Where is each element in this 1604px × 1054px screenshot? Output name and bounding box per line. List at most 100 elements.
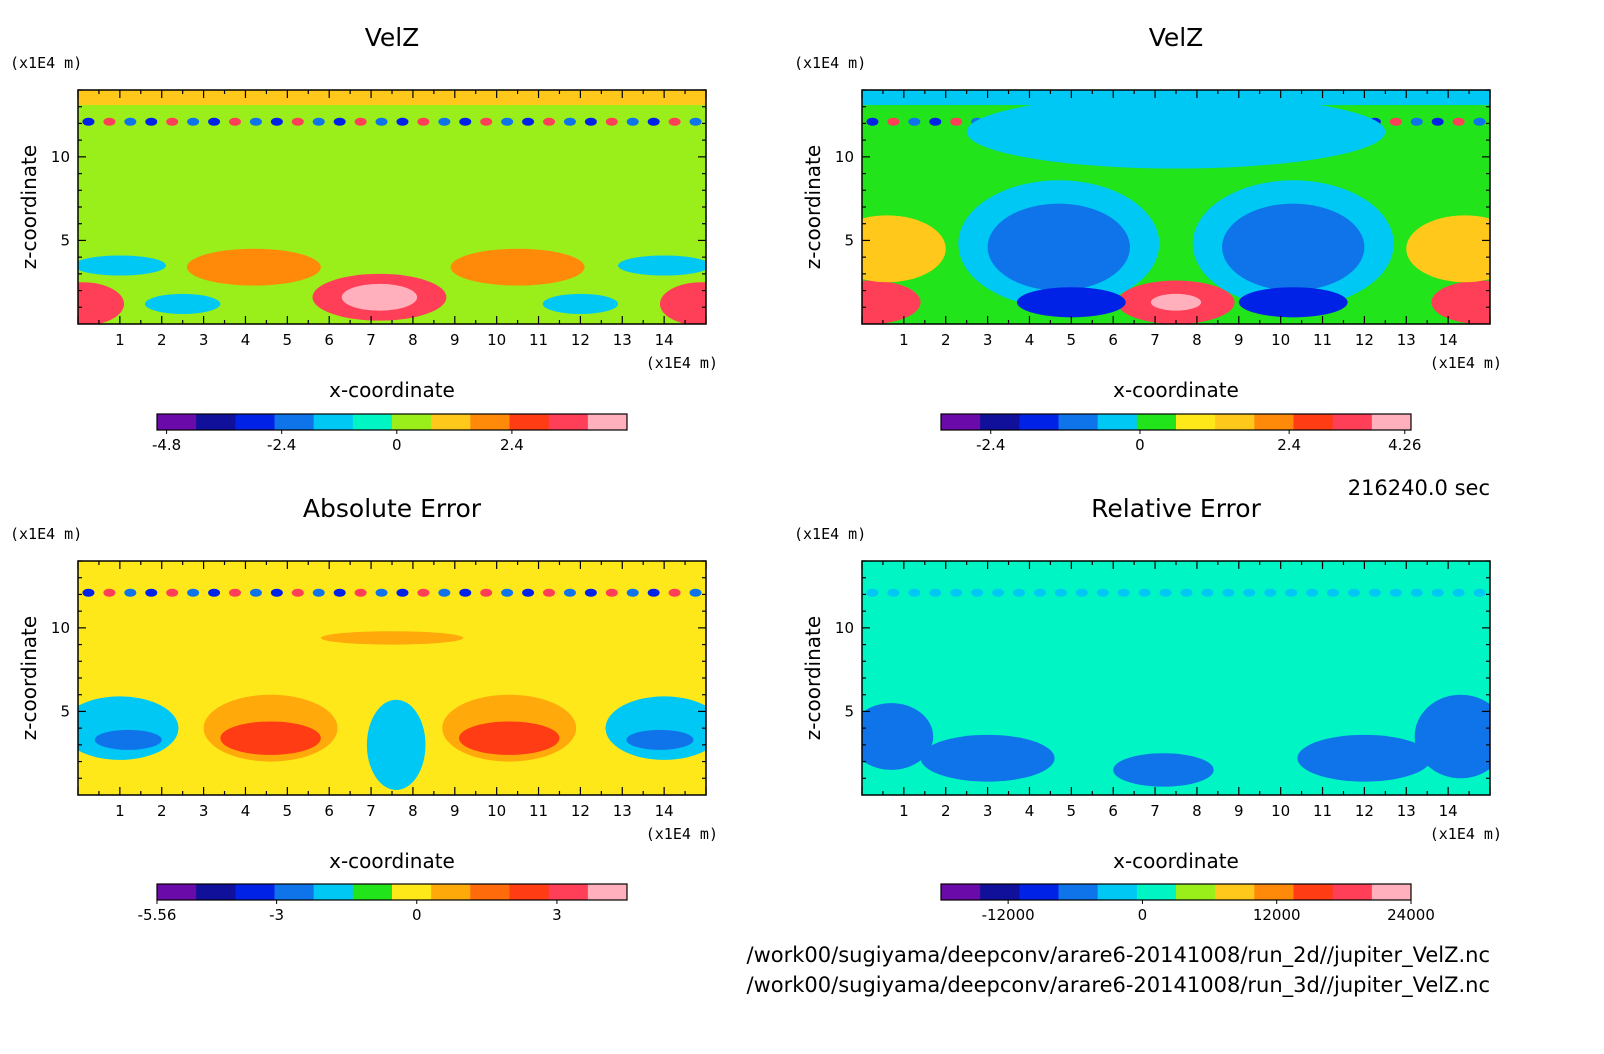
colorbar-swatch: [980, 884, 1020, 900]
colorbar-swatch: [1332, 884, 1373, 900]
field-contour: [1222, 203, 1365, 291]
x-tick-label: 9: [450, 802, 460, 820]
x-tick-label: 6: [1108, 802, 1118, 820]
colorbar-swatch: [1254, 414, 1294, 430]
field-contour: [1414, 694, 1490, 779]
colorbar-swatch: [431, 414, 471, 430]
y-axis-label: z-coordinate: [17, 145, 41, 269]
vortex-mark: [333, 588, 346, 597]
colorbar-label: 0: [412, 906, 422, 924]
x-tick-label: 11: [1313, 331, 1332, 349]
x-tick-label: 13: [1397, 802, 1416, 820]
vortex-mark: [375, 117, 388, 126]
colorbar-swatch: [1058, 884, 1099, 900]
colorbar-swatch: [431, 884, 471, 900]
colorbar-label: 0: [1135, 436, 1145, 454]
colorbar-swatch: [392, 884, 432, 900]
x-tick-label: 3: [199, 331, 209, 349]
vortex-mark: [563, 588, 576, 597]
field-contour: [920, 734, 1055, 782]
field-contour: [987, 203, 1130, 291]
colorbar-swatch: [274, 884, 315, 900]
colorbar-swatch: [548, 884, 589, 900]
panel-title: Absolute Error: [303, 494, 482, 523]
vortex-mark: [1159, 588, 1172, 597]
x-tick-label: 8: [408, 802, 418, 820]
field-2: [862, 90, 1490, 324]
vortex-mark: [647, 588, 660, 597]
field-contour: [862, 215, 946, 283]
y-tick-label: 5: [844, 231, 854, 249]
colorbar-swatch: [509, 884, 550, 900]
x-tick-label: 5: [1067, 802, 1077, 820]
vortex-mark: [82, 117, 95, 126]
vortex-mark: [1201, 588, 1214, 597]
x-tick-label: 12: [1355, 802, 1374, 820]
field-contour: [1113, 753, 1214, 787]
vortex-mark: [1264, 588, 1277, 597]
colorbar-swatch: [470, 884, 510, 900]
colorbar-label: 4.26: [1388, 436, 1421, 454]
vortex-mark: [1452, 588, 1465, 597]
x-tick-label: 6: [324, 802, 334, 820]
colorbar-swatch: [1293, 414, 1334, 430]
y-unit-label: (x1E4 m): [794, 54, 866, 72]
field-4: [862, 561, 1490, 795]
x-tick-label: 12: [571, 331, 590, 349]
x-tick-label: 5: [283, 331, 293, 349]
vortex-mark: [291, 588, 304, 597]
x-tick-label: 13: [1397, 331, 1416, 349]
field-contour: [94, 729, 162, 750]
field-contour: [450, 248, 585, 286]
vortex-mark: [1117, 588, 1130, 597]
upper-band: [78, 561, 706, 577]
x-tick-label: 11: [529, 802, 548, 820]
vortex-mark: [396, 588, 409, 597]
x-unit-label: (x1E4 m): [1430, 354, 1502, 372]
vortex-mark: [1452, 117, 1465, 126]
field-contour: [144, 293, 221, 314]
colorbar-swatch: [1371, 414, 1412, 430]
field-contour: [1150, 293, 1202, 311]
vortex-mark: [187, 117, 200, 126]
vortex-mark: [354, 117, 367, 126]
x-tick-label: 8: [1192, 331, 1202, 349]
vortex-mark: [1347, 588, 1360, 597]
field-contour: [1016, 287, 1126, 318]
vortex-mark: [249, 117, 262, 126]
vortex-mark: [522, 588, 535, 597]
y-axis-label: z-coordinate: [801, 145, 825, 269]
x-axis-label: x-coordinate: [329, 849, 455, 873]
vortex-mark: [1054, 588, 1067, 597]
vortex-mark: [543, 588, 555, 597]
x-tick-label: 14: [655, 802, 674, 820]
colorbar-swatch: [587, 414, 628, 430]
x-tick-label: 13: [613, 802, 632, 820]
colorbar-frame: [156, 413, 628, 431]
vortex-mark: [103, 588, 116, 597]
x-tick-label: 2: [157, 331, 167, 349]
vortex-mark: [992, 588, 1005, 597]
colorbar-swatch: [509, 414, 550, 430]
panel-2: VelZ (x1E4 m) (x1E4 m) x-coordinate z-coordi…: [794, 23, 1502, 454]
vortex-mark: [1306, 588, 1319, 597]
colorbar-label: -4.8: [152, 436, 181, 454]
colorbar-frame: [940, 883, 1412, 901]
vortex-mark: [543, 117, 555, 126]
upper-band: [862, 561, 1490, 577]
x-tick-label: 8: [1192, 802, 1202, 820]
x-tick-label: 7: [1150, 802, 1160, 820]
x-axis-label: x-coordinate: [329, 378, 455, 402]
y-unit-label: (x1E4 m): [794, 525, 866, 543]
field-1: [78, 90, 706, 324]
field-contour: [78, 255, 166, 276]
y-axis-label: z-coordinate: [801, 616, 825, 740]
file-path-2: /work00/sugiyama/deepconv/arare6-2014100…: [747, 973, 1490, 998]
y-tick-label: 10: [51, 148, 70, 166]
colorbar: -4.8 -2.4 0 2.4: [152, 413, 628, 454]
y-tick-label: 10: [51, 619, 70, 637]
colorbar-swatch: [157, 414, 197, 430]
vortex-mark: [929, 117, 942, 126]
vortex-mark: [229, 588, 241, 597]
x-tick-label: 2: [157, 802, 167, 820]
